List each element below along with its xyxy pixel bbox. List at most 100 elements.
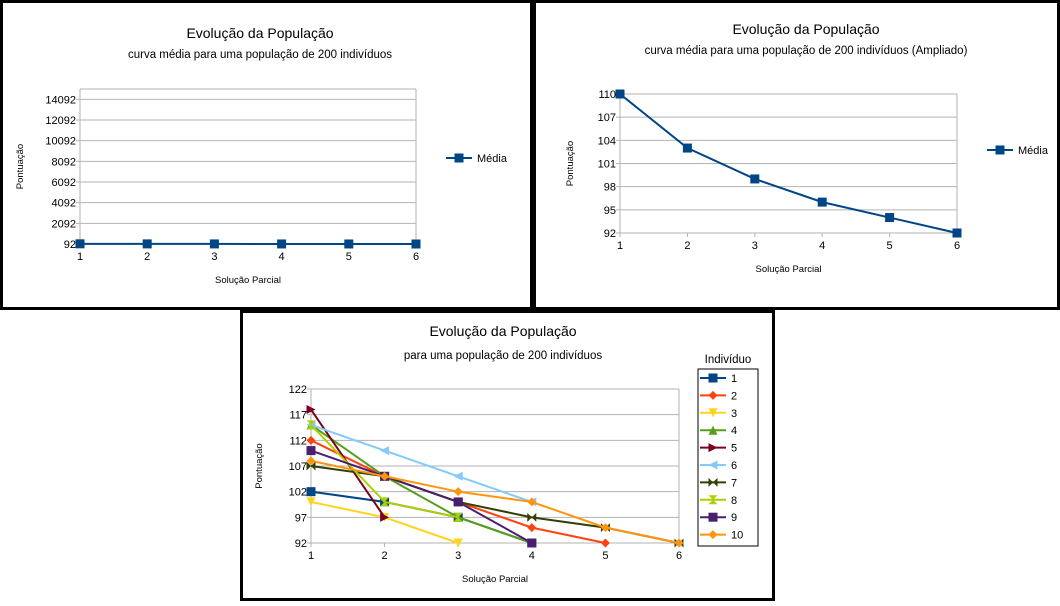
legend-label: 3	[731, 408, 737, 420]
y-axis-label: Pontuação	[15, 144, 26, 189]
data-point	[306, 456, 316, 466]
legend-marker	[708, 373, 718, 383]
data-point	[306, 497, 316, 507]
y-tick-label: 107	[289, 461, 307, 473]
legend-marker	[708, 443, 718, 453]
legend-item: 3	[700, 408, 737, 420]
data-point	[306, 461, 316, 471]
series-line	[310, 459, 680, 544]
chart-media-ampliado-svg: Evolução da População curva média para um…	[565, 21, 1049, 275]
legend-item: 9	[700, 512, 737, 524]
y-tick-label: 10092	[45, 136, 76, 148]
x-tick-label: 5	[887, 240, 893, 252]
legend-label: 1	[731, 373, 737, 385]
x-tick-label: 3	[455, 550, 461, 562]
data-point	[306, 405, 316, 415]
y-tick-label: 117	[289, 410, 307, 422]
data-point	[306, 420, 316, 430]
data-point	[453, 512, 463, 522]
y-tick-label: 101	[598, 159, 616, 171]
y-tick-label: 4092	[52, 198, 76, 210]
series-line	[310, 424, 533, 544]
data-point	[750, 174, 760, 184]
x-tick-label: 2	[144, 251, 150, 263]
data-point	[453, 497, 463, 507]
data-point	[453, 538, 463, 548]
y-tick-label: 122	[289, 384, 307, 396]
legend-item: 5	[700, 443, 737, 455]
x-tick-label: 1	[308, 550, 314, 562]
chart-panel-individuos: Evolução da População para uma população …	[240, 310, 775, 601]
data-point	[885, 213, 895, 223]
x-tick-label: 5	[602, 550, 608, 562]
data-point	[344, 239, 354, 249]
chart-title: Evolução da População	[186, 25, 333, 41]
y-tick-label: 102	[289, 487, 307, 499]
legend-label: Média	[477, 153, 508, 165]
legend-item: 4	[700, 425, 737, 437]
chart-subtitle: para uma população de 200 indivíduos	[404, 350, 602, 362]
y-tick-label: 92	[64, 239, 76, 251]
legend-marker	[708, 477, 718, 487]
legend-label: 6	[731, 460, 737, 472]
chart-panel-media-ampliado: Evolução da População curva média para um…	[533, 0, 1060, 310]
series-line	[310, 424, 459, 519]
chart-title: Evolução da População	[429, 323, 576, 339]
chart-media-svg: Evolução da População curva média para um…	[15, 25, 508, 286]
data-point	[411, 239, 421, 249]
x-axis-label: Solução Parcial	[462, 574, 528, 585]
legend-label: 7	[731, 477, 737, 489]
x-tick-label: 3	[752, 240, 758, 252]
x-axis-label: Solução Parcial	[215, 275, 281, 286]
x-tick-label: 6	[954, 240, 960, 252]
chart-subtitle: curva média para uma população de 200 in…	[645, 45, 968, 57]
legend-marker	[708, 512, 718, 522]
data-point	[453, 471, 463, 481]
y-tick-label: 8092	[52, 156, 76, 168]
data-point	[75, 239, 85, 249]
x-tick-label: 3	[211, 251, 217, 263]
legend-marker	[454, 153, 464, 163]
data-point	[380, 471, 390, 481]
y-tick-label: 12092	[45, 115, 76, 127]
data-point	[952, 228, 962, 238]
series-line	[619, 93, 958, 234]
data-point	[674, 538, 684, 548]
x-tick-label: 5	[346, 251, 352, 263]
legend-label: 2	[731, 390, 737, 402]
legend-marker	[708, 408, 718, 418]
x-tick-label: 2	[684, 240, 690, 252]
legend-label: 10	[731, 530, 743, 542]
data-point	[682, 143, 692, 153]
x-tick-label: 2	[382, 550, 388, 562]
legend-label: 4	[731, 425, 737, 437]
y-tick-label: 2092	[52, 218, 76, 230]
legend-item: 6	[700, 460, 737, 472]
legend-item: Média	[987, 145, 1049, 157]
y-tick-label: 92	[295, 538, 307, 550]
data-point	[527, 512, 537, 522]
x-tick-label: 1	[77, 251, 83, 263]
legend-marker	[708, 530, 718, 540]
y-axis-label: Pontuação	[565, 141, 576, 186]
legend-label: Média	[1018, 145, 1049, 157]
data-point	[615, 89, 625, 99]
data-point	[380, 446, 390, 456]
x-tick-label: 6	[413, 251, 419, 263]
legend-item: 2	[700, 390, 737, 402]
y-tick-label: 104	[598, 135, 616, 147]
chart-title: Evolução da População	[732, 21, 879, 37]
data-point	[600, 538, 610, 548]
y-tick-label: 97	[295, 512, 307, 524]
data-point	[527, 497, 537, 507]
y-tick-label: 110	[598, 89, 616, 101]
data-point	[306, 446, 316, 456]
data-point	[209, 239, 219, 249]
y-tick-label: 98	[604, 182, 616, 194]
series-8	[306, 420, 463, 522]
legend-item: 10	[700, 530, 743, 542]
legend-item: 8	[700, 495, 737, 507]
data-point	[527, 523, 537, 533]
data-point	[817, 197, 827, 207]
legend-title: Indivíduo	[705, 354, 752, 366]
